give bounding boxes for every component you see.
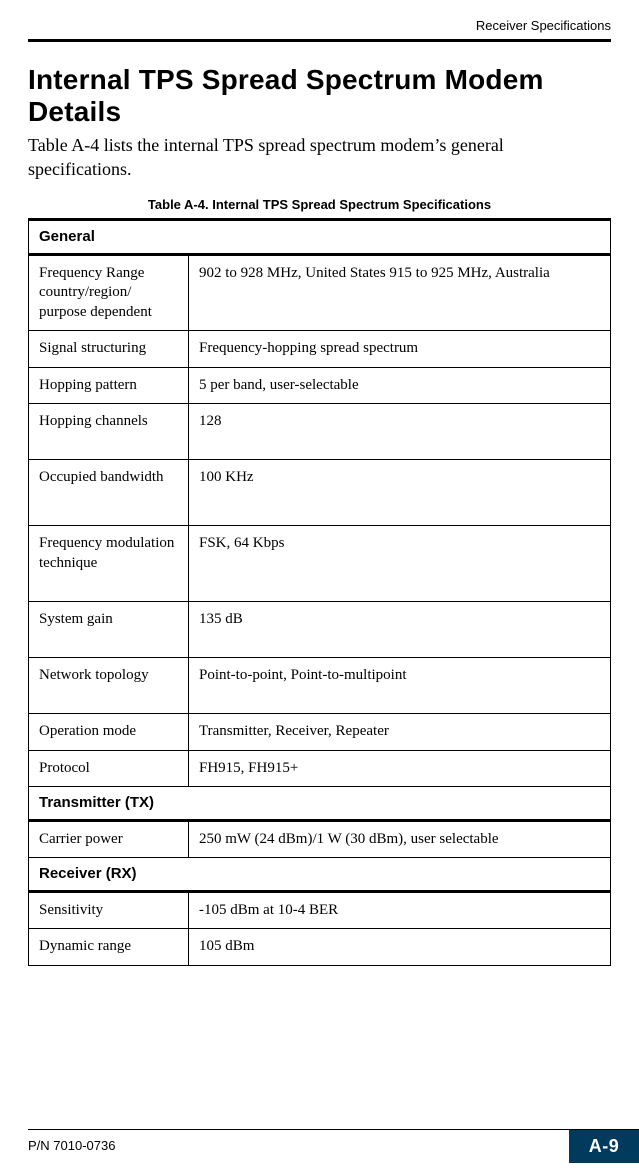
part-number: P/N 7010-0736 (28, 1130, 569, 1163)
table-section-header: Receiver (RX) (29, 858, 611, 892)
spec-value: 128 (189, 404, 611, 460)
spec-label: Network topology (29, 658, 189, 714)
running-head: Receiver Specifications (28, 18, 611, 33)
spec-label: Dynamic range (29, 929, 189, 966)
table-row: Occupied bandwidth 100 KHz (29, 460, 611, 526)
spec-value: -105 dBm at 10-4 BER (189, 891, 611, 929)
table-caption: Table A-4. Internal TPS Spread Spectrum … (28, 197, 611, 212)
table-row: Protocol FH915, FH915+ (29, 750, 611, 787)
spec-label: Signal structuring (29, 331, 189, 368)
spec-label: Frequency Range country/region/ purpose … (29, 254, 189, 331)
spec-value: Point-to-point, Point-to-multipoint (189, 658, 611, 714)
spec-label: Carrier power (29, 820, 189, 858)
page-footer: P/N 7010-0736 A-9 (28, 1129, 639, 1163)
table-row: Hopping pattern 5 per band, user-selecta… (29, 367, 611, 404)
page: Receiver Specifications Internal TPS Spr… (0, 0, 639, 1175)
spec-label: Frequency modulation technique (29, 526, 189, 602)
spec-label: System gain (29, 602, 189, 658)
table-row: Operation mode Transmitter, Receiver, Re… (29, 714, 611, 751)
table-section-header-label: General (29, 220, 611, 255)
table-row: Sensitivity -105 dBm at 10-4 BER (29, 891, 611, 929)
table-section-header-label: Receiver (RX) (29, 858, 611, 892)
table-row: System gain 135 dB (29, 602, 611, 658)
spec-value: Transmitter, Receiver, Repeater (189, 714, 611, 751)
spec-value: 100 KHz (189, 460, 611, 526)
table-row: Network topology Point-to-point, Point-t… (29, 658, 611, 714)
table-row: Hopping channels 128 (29, 404, 611, 460)
spec-label: Hopping pattern (29, 367, 189, 404)
table-row: Frequency modulation technique FSK, 64 K… (29, 526, 611, 602)
table-row: Dynamic range 105 dBm (29, 929, 611, 966)
table-section-header: General (29, 220, 611, 255)
spec-value: 902 to 928 MHz, United States 915 to 925… (189, 254, 611, 331)
spec-label: Hopping channels (29, 404, 189, 460)
intro-paragraph: Table A-4 lists the internal TPS spread … (28, 134, 611, 181)
page-number: A-9 (589, 1136, 620, 1157)
table-section-header: Transmitter (TX) (29, 787, 611, 821)
spec-label: Operation mode (29, 714, 189, 751)
spec-value: FSK, 64 Kbps (189, 526, 611, 602)
spec-label: Protocol (29, 750, 189, 787)
spec-table: General Frequency Range country/region/ … (28, 218, 611, 966)
spec-value: 250 mW (24 dBm)/1 W (30 dBm), user selec… (189, 820, 611, 858)
section-title: Internal TPS Spread Spectrum Modem Detai… (28, 64, 611, 128)
spec-label: Occupied bandwidth (29, 460, 189, 526)
spec-value: FH915, FH915+ (189, 750, 611, 787)
spec-label: Sensitivity (29, 891, 189, 929)
table-row: Carrier power 250 mW (24 dBm)/1 W (30 dB… (29, 820, 611, 858)
spec-value: Frequency-hopping spread spectrum (189, 331, 611, 368)
spec-value: 135 dB (189, 602, 611, 658)
table-section-header-label: Transmitter (TX) (29, 787, 611, 821)
table-row: Frequency Range country/region/ purpose … (29, 254, 611, 331)
spec-value: 105 dBm (189, 929, 611, 966)
table-row: Signal structuring Frequency-hopping spr… (29, 331, 611, 368)
top-rule (28, 39, 611, 42)
page-number-badge: A-9 (569, 1130, 639, 1163)
spec-value: 5 per band, user-selectable (189, 367, 611, 404)
